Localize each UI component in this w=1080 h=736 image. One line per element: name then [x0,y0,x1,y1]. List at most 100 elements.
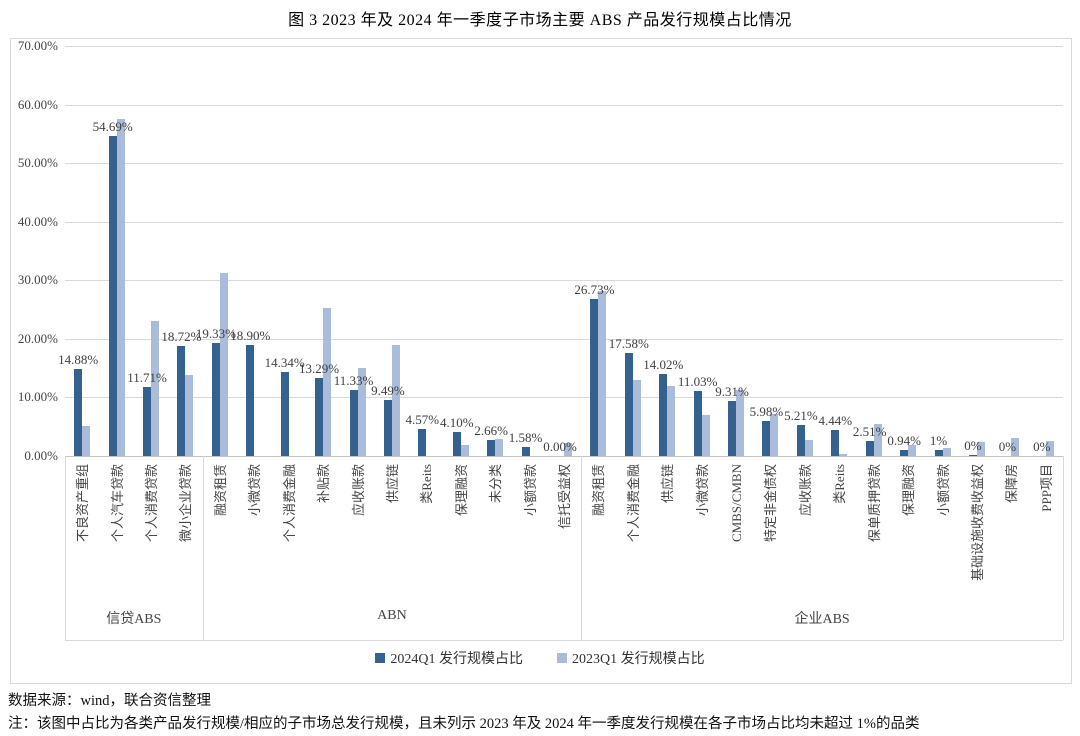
y-axis-tick-label: 0.00% [24,448,58,463]
bar-value-label: 11.71% [127,370,167,386]
bar-2024q1 [349,389,358,456]
bar-value-label: 9.49% [371,383,405,399]
bar-2023q1 [460,444,469,456]
bar-2024q1 [796,425,805,456]
bar-2023q1 [219,273,228,456]
data-source-note: 数据来源：wind，联合资信整理 [8,693,211,709]
bar-2023q1 [942,448,951,456]
category-label: 保障房 [1004,464,1020,504]
bar-2024q1 [728,401,737,456]
bar-2024q1 [74,368,83,456]
bar-2024q1 [280,372,289,456]
category-label: 融资租赁 [212,464,228,517]
category-label: 特定非金债权 [763,464,779,543]
bar-value-label: 14.02% [643,356,684,372]
chart-legend: 2024Q1 发行规模占比 2023Q1 发行规模占比 [0,648,1080,668]
bar-value-label: 0.94% [887,433,921,449]
bar-2024q1 [383,400,392,456]
bar-value-label: 19.33% [195,325,236,341]
bar-2024q1 [418,429,427,456]
group-label: 信贷ABS [106,612,162,627]
legend-item: 2024Q1 发行规模占比 [375,648,523,668]
bar-2024q1 [762,420,771,456]
bar-value-label: 1% [929,433,948,449]
bar-2024q1 [968,455,977,456]
bar-value-label: 18.72% [161,329,202,345]
category-label: 信托受益权 [557,464,572,530]
bar-2023q1 [391,345,400,456]
bar-2024q1 [521,446,530,456]
category-label: 补贴款 [316,464,332,504]
legend-item: 2023Q1 发行规模占比 [557,648,705,668]
group-label: ABN [377,608,407,623]
bar-value-label: 11.03% [677,374,718,390]
category-label: 保理融资 [901,464,917,517]
y-axis-tick-label: 30.00% [17,272,58,288]
bar-2024q1 [590,299,599,456]
x-axis-line [65,456,1063,457]
legend-swatch-icon [375,653,386,663]
bar-2024q1 [900,450,909,456]
category-label: 小额贷款 [935,464,951,517]
bar-2023q1 [564,443,572,456]
bar-2024q1 [108,135,117,456]
bar-2024q1 [659,373,668,456]
group-separator [581,456,583,640]
bar-value-label: 2.66% [474,423,508,439]
bar-2023q1 [185,374,194,456]
bar-value-label: 1.58% [508,429,543,445]
gridline [65,338,1063,340]
bar-value-label: 4.57% [405,412,440,428]
category-label: CMBS/CMBN [729,464,745,543]
y-axis-tick-label: 10.00% [17,389,58,405]
y-axis-tick-label: 40.00% [17,213,58,229]
bar-value-label: 26.73% [574,282,615,298]
group-separator [65,456,66,640]
gridline [65,104,1063,106]
category-label: 基础设施收费收益权 [969,464,985,582]
bar-value-label: 4.44% [818,412,853,428]
bar-2024q1 [865,441,874,456]
chart-plot-border [10,38,1072,684]
y-axis-tick-label: 60.00% [17,96,58,112]
legend-label: 2023Q1 发行规模占比 [572,652,705,667]
bar-value-label: 2.51% [852,424,887,440]
bar-2023q1 [804,439,813,456]
bar-2023q1 [495,439,504,456]
bar-2023q1 [908,444,917,456]
bar-value-label: 5.98% [749,403,784,419]
category-label: 供应链 [660,464,676,504]
bar-value-label: 11.33% [333,372,374,388]
bar-value-label: 13.29% [299,361,340,377]
bar-2024q1 [487,440,496,456]
bar-2024q1 [934,450,943,456]
category-label: 未分类 [488,464,504,504]
bar-2024q1 [143,387,152,456]
gridline [65,221,1063,223]
bar-2023q1 [1045,441,1054,456]
group-separator [1063,456,1064,640]
gridline [65,397,1063,399]
bar-2023q1 [151,321,160,456]
y-axis-tick-label: 50.00% [17,155,58,171]
bar-2024q1 [211,342,220,456]
bar-2024q1 [831,429,840,456]
category-label: 不良资产重组 [75,464,91,543]
gridline [65,46,1063,47]
bar-2023q1 [770,413,779,456]
bar-2024q1 [177,346,186,456]
bar-2024q1 [624,353,633,456]
chart-footnote: 注：该图中占比为各类产品发行规模/相应的子市场总发行规模，且未列示 2023 年… [8,716,920,732]
bar-value-label: 0% [1033,439,1051,454]
bar-2023q1 [82,425,91,456]
bar-2023q1 [1011,438,1020,456]
bar-value-label: 5.21% [784,408,818,424]
group-label: 企业ABS [794,612,850,627]
bar-2023q1 [839,454,848,456]
bar-2024q1 [693,391,702,456]
bar-2023q1 [357,368,366,456]
bar-2023q1 [736,390,745,456]
bar-2023q1 [667,385,676,456]
group-separator [202,456,204,640]
